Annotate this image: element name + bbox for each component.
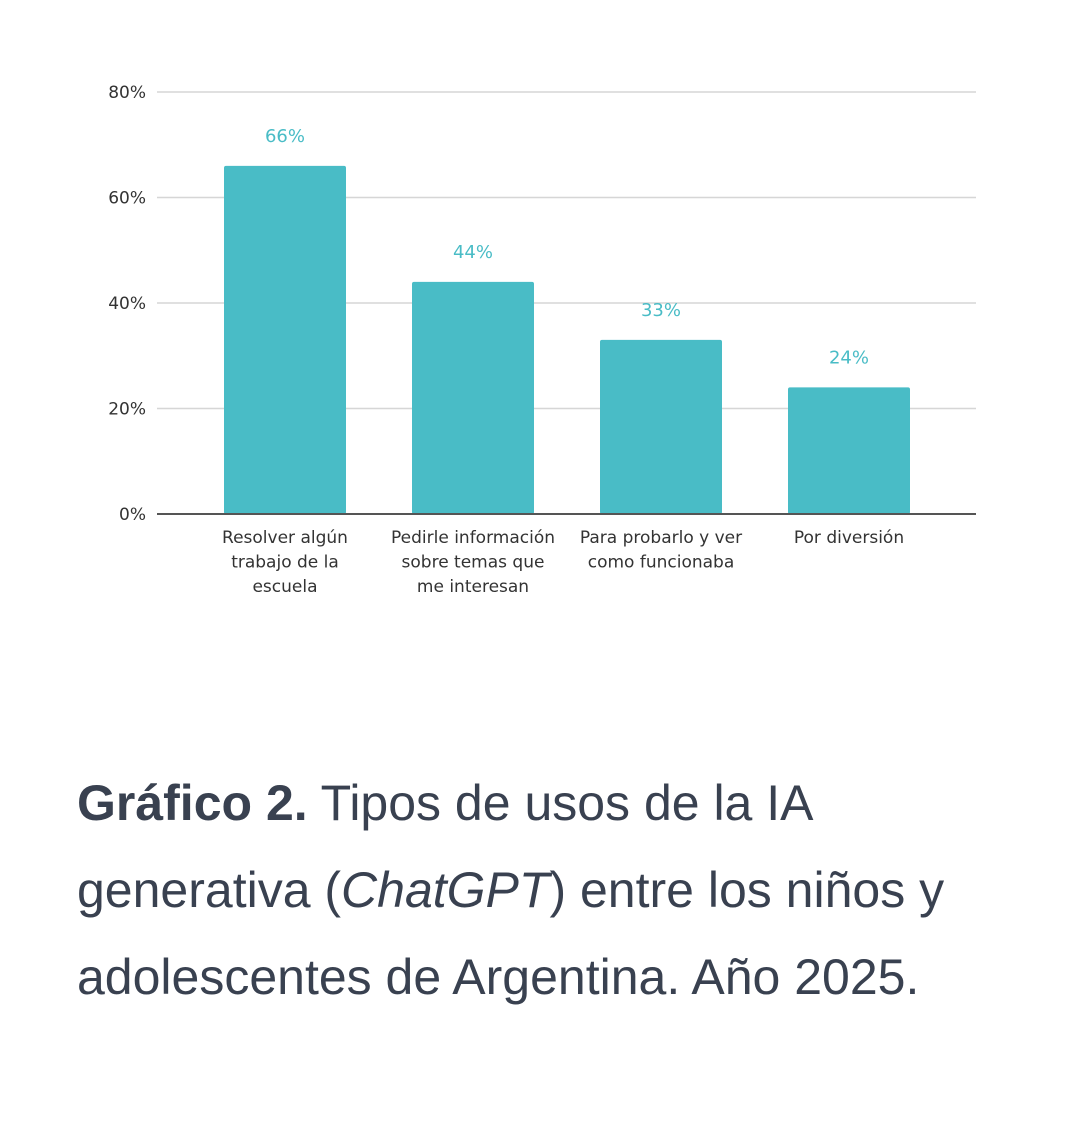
bar-4 xyxy=(788,387,910,514)
bars xyxy=(224,165,910,514)
y-tick-label-20: 20% xyxy=(108,400,146,420)
data-label-4: 24% xyxy=(829,347,869,368)
x-tick-label-2: Pedirle información sobre temas que me int… xyxy=(391,528,555,597)
data-label-1: 66% xyxy=(265,126,305,147)
bar-3 xyxy=(600,339,722,514)
x-tick-label-1: Resolver algún trabajo de la escuela xyxy=(222,528,348,597)
x-tick-label-3-line-1: Para probarlo y ver xyxy=(580,528,742,548)
x-tick-label-2-line-1: Pedirle información xyxy=(391,528,555,548)
figure-caption: Gráfico 2. Tipos de usos de la IA genera… xyxy=(77,760,977,1021)
x-tick-label-3: Para probarlo y ver como funcionaba xyxy=(580,528,742,573)
x-axis-category-labels: Resolver algún trabajo de la escuela Pedirl… xyxy=(222,528,904,597)
data-label-2: 44% xyxy=(453,242,493,263)
x-tick-label-3-line-2: como funcionaba xyxy=(588,553,735,573)
x-tick-label-1-line-1: Resolver algún xyxy=(222,528,348,548)
caption-text-part-1: Tipos de usos de la IA generativa ( xyxy=(77,775,811,918)
caption-chatgpt-italic: ChatGPT xyxy=(341,862,550,918)
bar-chart: 0% 20% 40% 60% 80% 66% 44% 33% 24% Resolver alg… xyxy=(108,83,976,597)
y-tick-label-80: 80% xyxy=(108,83,146,103)
x-tick-label-2-line-3: me interesan xyxy=(417,577,529,597)
data-label-3: 33% xyxy=(641,300,681,321)
x-tick-label-2-line-2: sobre temas que xyxy=(402,553,545,573)
caption-figure-number: Gráfico 2. xyxy=(77,775,308,831)
x-tick-label-1-line-3: escuela xyxy=(252,577,317,597)
y-tick-label-40: 40% xyxy=(108,294,146,314)
y-tick-label-0: 0% xyxy=(119,505,146,525)
bar-1 xyxy=(224,165,346,514)
x-tick-label-1-line-2: trabajo de la xyxy=(231,553,339,573)
x-tick-label-4-line-1: Por diversión xyxy=(794,528,904,548)
bar-2 xyxy=(412,281,534,514)
data-labels: 66% 44% 33% 24% xyxy=(265,126,869,369)
y-axis-ticks: 0% 20% 40% 60% 80% xyxy=(108,83,146,525)
caption-text-part-2: ) entre los niños y adolescentes de Arge… xyxy=(77,862,945,1005)
y-tick-label-60: 60% xyxy=(108,189,146,209)
x-tick-label-4: Por diversión xyxy=(794,528,904,548)
